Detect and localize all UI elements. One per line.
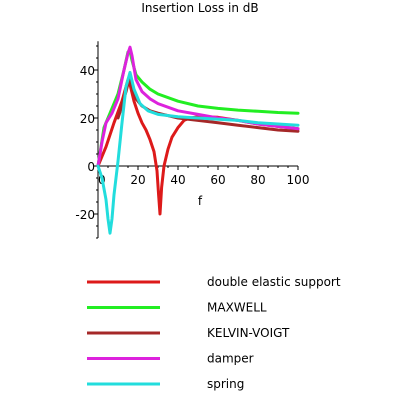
x-tick-label: 80 [250, 173, 265, 187]
series-line-spring [96, 70, 300, 235]
x-tick-label: 20 [130, 173, 145, 187]
legend: double elastic support MAXWELL KELVIN-VOIG… [87, 275, 341, 391]
x-tick-label: 40 [170, 173, 185, 187]
series-line-maxwell [96, 49, 300, 168]
legend-label: double elastic support [207, 275, 341, 289]
x-tick-label: 100 [287, 173, 310, 187]
legend-label: MAXWELL [207, 301, 267, 315]
legend-label: damper [207, 352, 254, 366]
x-axis-label: f [198, 194, 203, 208]
y-tick-label: -20 [75, 208, 95, 222]
y-tick-label: 0 [87, 160, 95, 174]
legend-label: spring [207, 377, 244, 391]
y-tick-label: 20 [80, 112, 95, 126]
legend-label: KELVIN-VOIGT [207, 326, 290, 340]
axes [94, 41, 299, 239]
x-tick-label: 60 [210, 173, 225, 187]
y-tick-label: 40 [80, 64, 95, 78]
series-lines [96, 45, 300, 235]
chart-title: Insertion Loss in dB [141, 1, 258, 15]
